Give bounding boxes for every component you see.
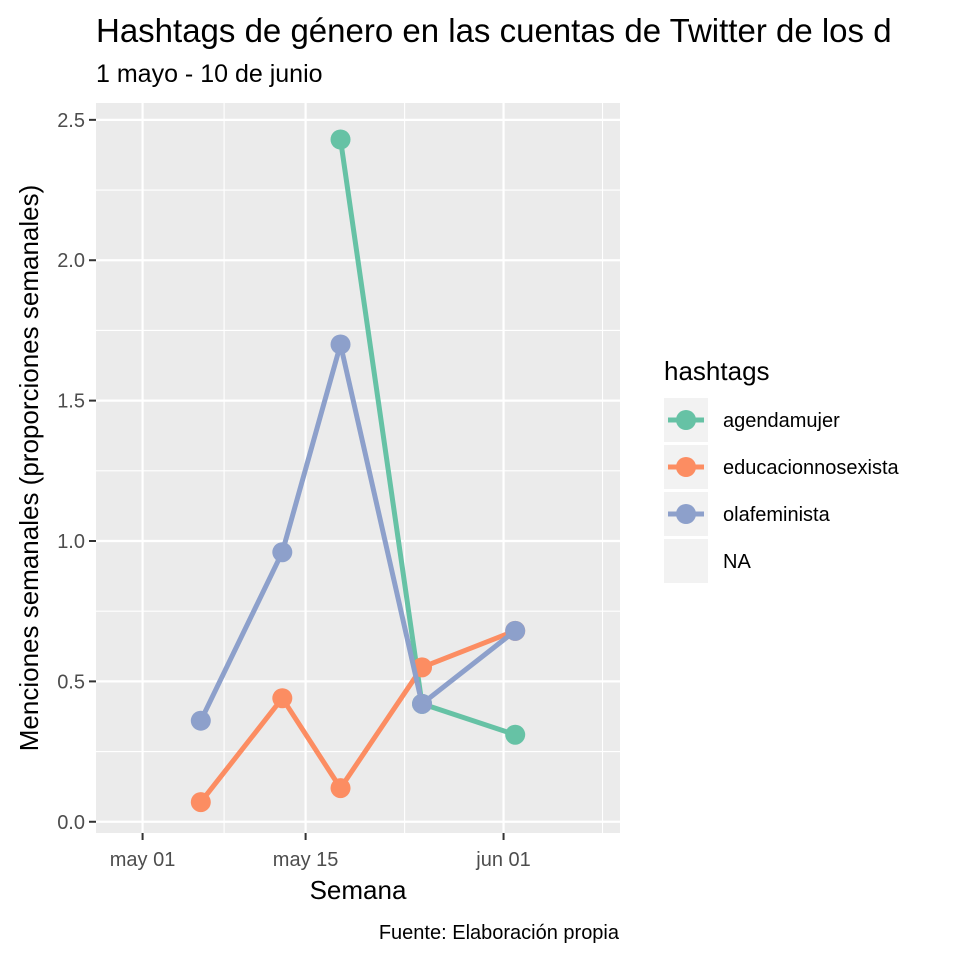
legend-title: hashtags: [664, 356, 770, 386]
legend-key-point: [676, 504, 696, 524]
chart-title: Hashtags de género en las cuentas de Twi…: [96, 12, 892, 49]
data-point: [272, 688, 293, 709]
legend: hashtags agendamujer educacionnosexista ol…: [664, 356, 900, 583]
x-tick-label: jun 01: [475, 849, 531, 871]
data-point: [330, 778, 351, 799]
legend-key: [664, 539, 708, 583]
chart-subtitle: 1 mayo - 10 de junio: [96, 60, 323, 88]
y-axis: 0.0 0.5 1.0 1.5 2.0 2.5: [57, 110, 96, 834]
legend-label: NA: [723, 551, 751, 573]
data-point: [505, 724, 526, 745]
legend-label: olafeminista: [723, 504, 831, 526]
x-axis: may 01 may 15 jun 01: [110, 833, 531, 871]
legend-key-point: [676, 457, 696, 477]
minor-gridlines: [96, 103, 620, 833]
y-tick-label: 1.0: [57, 531, 85, 553]
plot-panel: [96, 103, 620, 833]
x-axis-title: Semana: [310, 875, 407, 905]
legend-item: NA: [664, 539, 751, 583]
y-tick-label: 2.5: [57, 110, 85, 132]
series-layer: [190, 129, 526, 813]
series-olafeminista: [190, 334, 526, 731]
legend-label: educacionnosexista: [723, 457, 900, 479]
y-tick-label: 0.5: [57, 671, 85, 693]
data-point: [190, 792, 211, 813]
y-tick-label: 2.0: [57, 250, 85, 272]
legend-label: agendamujer: [723, 410, 840, 432]
x-tick-label: may 01: [110, 849, 176, 871]
data-point: [330, 129, 351, 150]
y-tick-label: 1.5: [57, 391, 85, 413]
data-point: [412, 693, 433, 714]
data-point: [330, 334, 351, 355]
y-tick-label: 0.0: [57, 812, 85, 834]
data-point: [190, 710, 211, 731]
data-point: [272, 542, 293, 563]
legend-item: agendamujer: [664, 398, 840, 442]
y-axis-title: Menciones semanales (proporciones semana…: [14, 185, 44, 752]
legend-key-point: [676, 410, 696, 430]
legend-item: educacionnosexista: [664, 445, 900, 489]
x-tick-label: may 15: [273, 849, 339, 871]
legend-item: olafeminista: [664, 492, 831, 536]
chart-caption: Fuente: Elaboración propia: [379, 922, 620, 944]
data-point: [505, 620, 526, 641]
